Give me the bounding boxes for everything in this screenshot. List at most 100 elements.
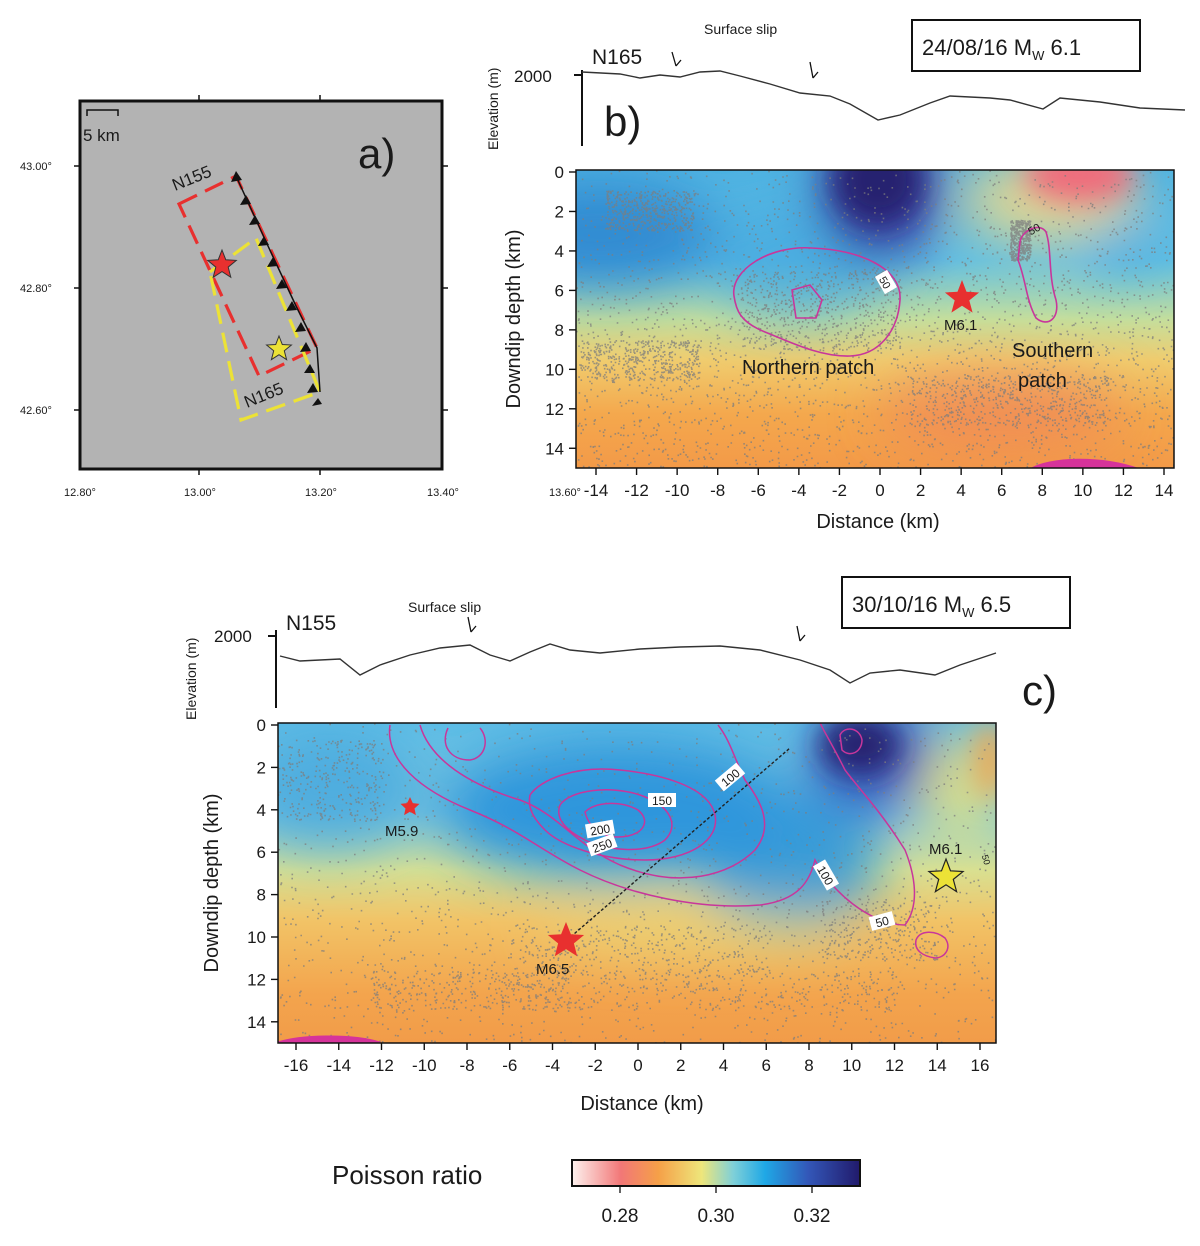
x-tick-label: 2	[916, 481, 925, 500]
y-tick-label: 6	[257, 843, 266, 862]
x-tick-label: -6	[751, 481, 766, 500]
colorbar-gradient	[571, 1159, 861, 1187]
panel-c-label: c)	[1022, 667, 1057, 714]
xlabel-b: Distance (km)	[816, 511, 939, 533]
ylabel-c: Downdip depth (km)	[201, 794, 223, 973]
southern-patch-label: patch	[1018, 370, 1067, 392]
section-frame-c	[277, 722, 997, 1044]
x-tick-label: -12	[624, 481, 649, 500]
fault-box-n155	[176, 173, 320, 379]
x-tick-label: 10	[842, 1056, 861, 1075]
x-tick-label: 0	[875, 481, 884, 500]
map-frame	[78, 99, 444, 471]
ylabel-b: Downdip depth (km)	[503, 230, 525, 409]
epicenter-star-m65	[206, 248, 238, 279]
lat-tick: 42.80°	[20, 283, 52, 295]
x-tick-label: 8	[1038, 481, 1047, 500]
date-label-b: 24/08/16 MW 6.1	[922, 35, 1081, 63]
x-tick-label: 10	[1073, 481, 1092, 500]
slip-contour-b	[733, 247, 901, 357]
y-tick-label: 12	[247, 970, 266, 989]
elev-label-b: Elevation (m)	[485, 68, 501, 150]
x-tick-label: -14	[584, 481, 609, 500]
x-tick-label: -6	[502, 1056, 517, 1075]
x-tick-label: 6	[762, 1056, 771, 1075]
x-tick-label: 14	[1155, 481, 1174, 500]
x-tick-label: 4	[956, 481, 965, 500]
contour-label-b: 50	[1026, 222, 1043, 239]
topography-c	[279, 643, 997, 684]
y-tick-label: 14	[247, 1013, 266, 1032]
elev-tick-c: 2000	[214, 627, 252, 646]
colorbar-title: Poisson ratio	[332, 1160, 482, 1190]
hypocenter-star-m59	[400, 797, 420, 816]
southern-patch-label: Southern	[1012, 340, 1093, 362]
x-tick-label: -10	[412, 1056, 437, 1075]
slip-contour-c	[278, 1035, 381, 1043]
contour-label-c: 200	[589, 821, 611, 838]
event-label-b: M6.1	[944, 317, 977, 334]
elev-tick-b: 2000	[514, 67, 552, 86]
lat-tick: 43.00°	[20, 161, 52, 173]
epicenter-star-m61	[265, 334, 293, 361]
event-label-c: M6.1	[929, 841, 962, 858]
surface-slip-b: Surface slip	[704, 21, 777, 37]
y-tick-label: 2	[555, 202, 564, 221]
slip-arrow	[796, 625, 806, 642]
hypocenter-star-m61-c	[927, 857, 965, 893]
y-tick-label: 4	[257, 801, 266, 820]
x-tick-label: -4	[791, 481, 806, 500]
x-tick-label: 4	[719, 1056, 728, 1075]
panel-c: 30/10/16 MW 6.5 Elevation (m) 2000 N155 …	[183, 576, 1071, 1115]
x-tick-label: -10	[665, 481, 690, 500]
contour-label-c: 50	[874, 913, 891, 930]
y-ticks-b: 0 2 4 6 8 10 12 14	[545, 163, 576, 458]
x-tick-label: 0	[633, 1056, 642, 1075]
y-tick-label: 12	[545, 400, 564, 419]
panel-b-label: b)	[604, 98, 641, 145]
x-tick-label: 12	[1114, 481, 1133, 500]
poisson-section-c: 200 150 100 250 100 50 50	[278, 723, 996, 1043]
slip-arrow	[467, 616, 477, 633]
map-scale-bar	[86, 109, 119, 116]
surface-slip-c: Surface slip	[408, 599, 481, 615]
colorbar: Poisson ratio 0.28 0.30 0.32	[332, 1159, 861, 1227]
slip-arrow	[671, 51, 682, 67]
y-tick-label: 8	[257, 886, 266, 905]
y-tick-label: 0	[257, 716, 266, 735]
x-tick-label: 12	[885, 1056, 904, 1075]
y-tick-label: 10	[545, 360, 564, 379]
contour-label-b: 50	[876, 275, 893, 292]
lon-tick: 13.60°	[549, 487, 581, 499]
profile-label-b: N165	[592, 46, 642, 69]
contour-label-c: 150	[652, 794, 672, 808]
slip-contour-b	[791, 284, 823, 319]
x-ticks-b: -14 -12 -10 -8 -6 -4 -2 0 2 4 6 8 10 12 14	[584, 468, 1174, 500]
x-tick-label: -16	[284, 1056, 309, 1075]
x-tick-label: 2	[676, 1056, 685, 1075]
contour-label-c: 50	[980, 854, 992, 866]
x-tick-label: -8	[459, 1056, 474, 1075]
panel-b: 24/08/16 MW 6.1 Elevation (m) 2000 N165 …	[485, 19, 1186, 533]
poisson-section-b: 50 50	[576, 170, 1174, 468]
map-scale-label: 5 km	[83, 126, 120, 145]
event-label-c: M6.5	[536, 961, 569, 978]
x-ticks-c: -16 -14 -12 -10 -8 -6 -4 -2 0 2 4 6 8 10 12 14 16	[284, 1043, 989, 1075]
fault-box-n165	[208, 235, 323, 423]
slip-contour-b	[1017, 226, 1058, 323]
x-tick-label: -2	[588, 1056, 603, 1075]
lat-tick: 42.60°	[20, 405, 52, 417]
y-tick-label: 2	[257, 758, 266, 777]
hypocenter-star-m65-c	[547, 922, 585, 957]
y-tick-label: 10	[247, 928, 266, 947]
lon-tick: 13.00°	[184, 487, 216, 499]
x-tick-label: 14	[928, 1056, 947, 1075]
seismicity-dots-b	[576, 170, 1174, 468]
slip-contours-c	[388, 723, 949, 959]
rupture-line	[566, 747, 791, 941]
x-tick-label: 6	[997, 481, 1006, 500]
y-tick-label: 4	[555, 242, 564, 261]
topography-b	[581, 70, 1186, 121]
y-ticks-c: 0 2 4 6 8 10 12 14	[247, 716, 278, 1032]
panel-a-map: 5 km a) 43.00° 42.80° 42.60° 12.80° 13.0…	[20, 95, 581, 499]
